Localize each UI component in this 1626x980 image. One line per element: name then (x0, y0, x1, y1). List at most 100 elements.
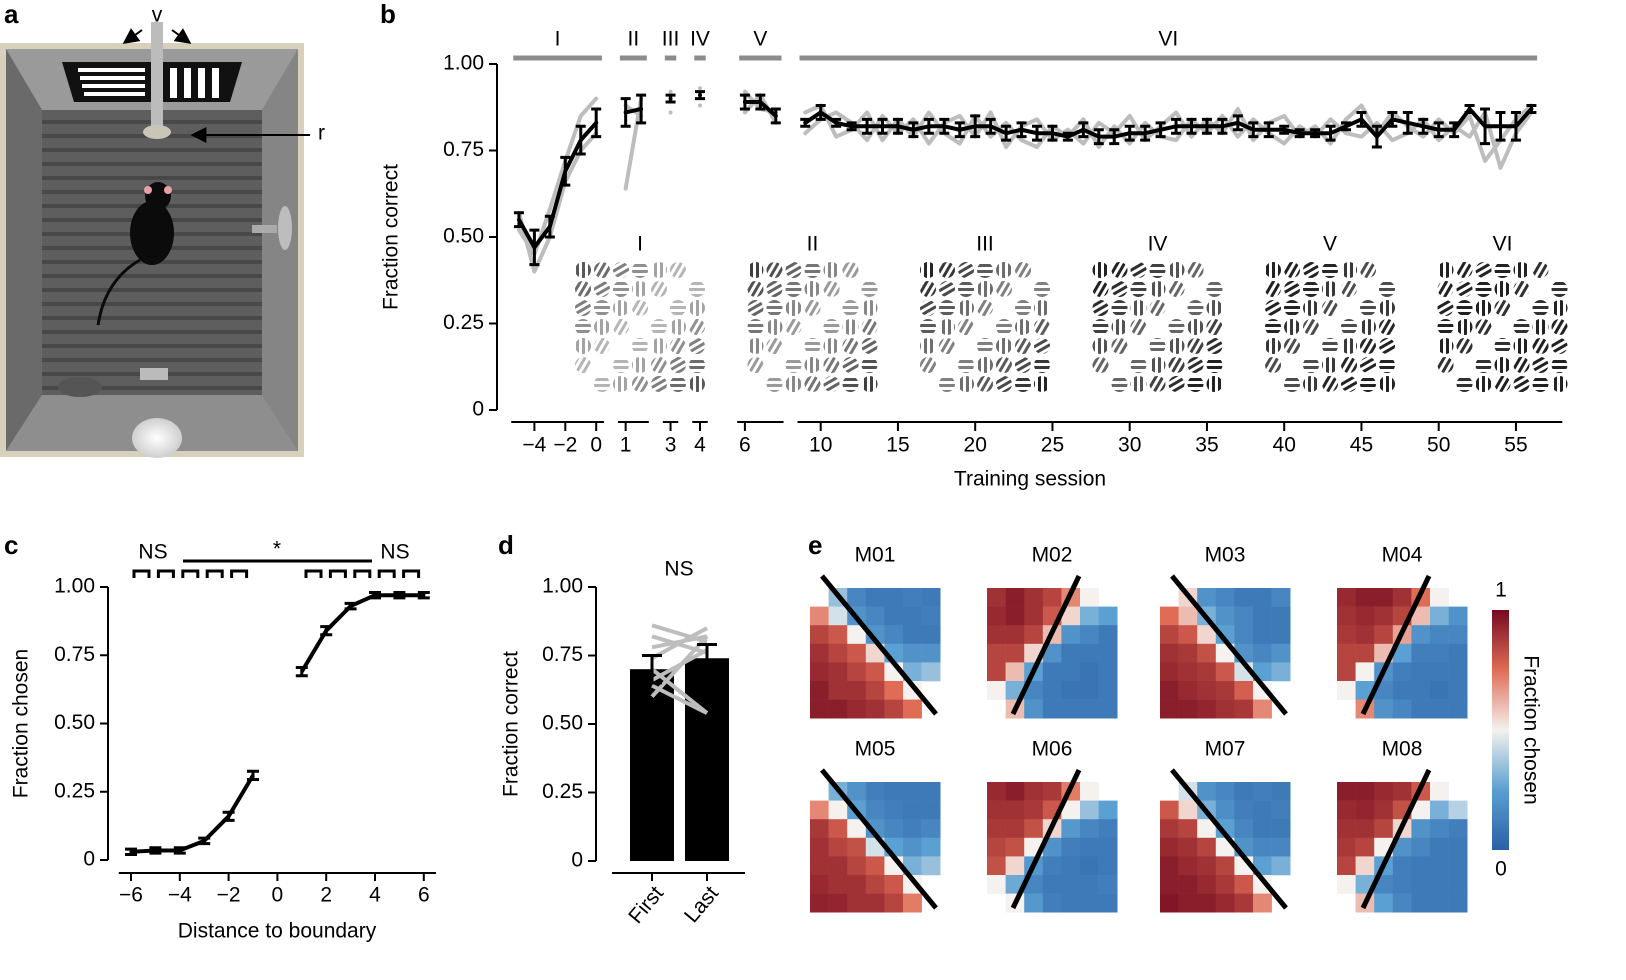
heatmap-cell (1080, 625, 1099, 645)
heatmap-cell (810, 856, 829, 876)
heatmap-cell (1430, 856, 1449, 876)
stimulus-icon (861, 357, 878, 373)
stimulus-icon (1360, 262, 1376, 278)
heatmap-title: M04 (1382, 544, 1423, 567)
stimulus-icon (1149, 338, 1166, 354)
heatmap-cell (884, 800, 904, 820)
heatmap-cell (1005, 782, 1025, 801)
stimulus-icon (1284, 319, 1300, 335)
heatmap-cell (1024, 819, 1044, 839)
heatmap-cell (1392, 875, 1412, 894)
stimulus-icon (1437, 262, 1454, 278)
heatmap-cell (903, 837, 922, 857)
heatmap-cell (921, 625, 941, 645)
heatmap-cell (1271, 837, 1291, 857)
stimulus-icon (575, 281, 591, 297)
heatmap-cell (1234, 625, 1254, 645)
x-tick-label: 2 (320, 884, 332, 907)
colorbar-tick-label: 0 (1495, 858, 1507, 881)
heatmap-cell (1253, 588, 1272, 607)
category-boundary (820, 768, 938, 910)
heatmap-cell (1178, 625, 1198, 645)
x-tick-label: Last (680, 882, 723, 927)
heatmap-cell (1024, 800, 1044, 820)
x-tick-label: 6 (739, 434, 751, 457)
stimulus-icon (823, 281, 840, 297)
heatmap-cell (1448, 662, 1468, 682)
heatmap-cell (847, 681, 867, 700)
heatmap-cell (1098, 856, 1118, 876)
error-bar (954, 121, 965, 139)
heatmap-cell (1215, 681, 1235, 700)
heatmap-cell (1005, 643, 1025, 663)
stimulus-icon (977, 281, 993, 297)
error-bar (665, 93, 676, 104)
stimulus-icon (1187, 262, 1204, 278)
stimulus-icon (1341, 376, 1357, 392)
heatmap-cell (1080, 875, 1099, 894)
heatmap-cell (921, 819, 941, 839)
heatmap-cell (884, 681, 904, 700)
heatmap-cell (1374, 699, 1394, 719)
heatmap-cell (865, 681, 885, 700)
category-boundary (1010, 574, 1082, 716)
stimulus-icon (651, 262, 667, 278)
heatmap-cell (810, 819, 829, 839)
stimulus-icon (670, 262, 686, 278)
heatmap-cell (1061, 800, 1081, 820)
heatmap-cell (903, 699, 922, 719)
stimulus-icon (996, 319, 1012, 335)
stimulus-icon (920, 319, 936, 335)
heatmap-cell (1430, 681, 1449, 700)
error-bar (1186, 117, 1197, 135)
stimulus-icon (804, 300, 821, 316)
stimulus-icon (1437, 300, 1454, 316)
stimulus-icon (1111, 376, 1128, 392)
stimulus-icon (1111, 338, 1128, 354)
heatmap-cell (1215, 800, 1235, 820)
heatmap-cell (828, 681, 848, 700)
heatmap-cell (810, 643, 829, 663)
stimulus-icon (1034, 357, 1050, 373)
heatmap-cell (1234, 782, 1254, 801)
stimulus-icon (1149, 300, 1166, 316)
heatmap-cell (921, 856, 941, 876)
heatmap-cell (884, 893, 904, 913)
heatmap-cell (1253, 782, 1272, 801)
heatmap-cell (1448, 837, 1468, 857)
error-bar (125, 847, 137, 857)
stimulus-icon (747, 281, 764, 297)
annotation: r (318, 122, 325, 145)
heatmap-cell (1430, 625, 1449, 645)
heatmap-cell (1253, 699, 1272, 719)
stimulus-icon (996, 376, 1012, 392)
error-bar (320, 625, 333, 637)
stimulus-icon (920, 300, 936, 316)
heatmap-cell (1430, 800, 1449, 820)
stimulus-icon (1149, 262, 1166, 278)
stimulus-icon (939, 281, 955, 297)
error-bar (985, 117, 996, 135)
heatmap-cell (1042, 588, 1062, 607)
heatmap-cell (1098, 699, 1118, 719)
category-boundary (1360, 574, 1432, 716)
stimulus-icon (689, 357, 705, 373)
heatmap-cell (1024, 893, 1044, 913)
error-bar (1449, 121, 1460, 139)
stimulus-icon (1034, 300, 1050, 316)
stimulus-icon (1265, 281, 1281, 297)
stimulus-icon (1303, 262, 1319, 278)
stimulus-icon (1130, 357, 1147, 373)
y-tick-label: 0 (83, 848, 95, 871)
error-bar (695, 90, 705, 101)
stimulus-icon (594, 262, 610, 278)
stimulus-icon (958, 319, 974, 335)
stimulus-icon (651, 319, 667, 335)
error-bar (1341, 121, 1351, 132)
stimulus-icon (958, 357, 974, 373)
panel-label: b (380, 0, 396, 29)
error-bar (369, 590, 381, 600)
stimulus-icon (861, 300, 878, 316)
bar (630, 669, 674, 861)
stimulus-icon (977, 357, 993, 373)
